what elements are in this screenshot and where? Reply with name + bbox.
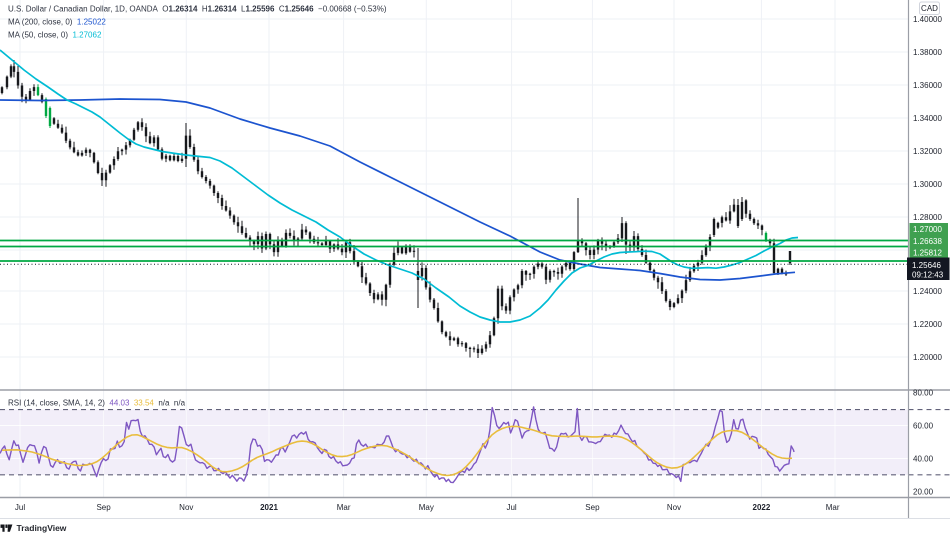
svg-text:60.00: 60.00 (913, 422, 934, 431)
svg-text:1.38000: 1.38000 (913, 48, 942, 57)
svg-text:CAD: CAD (921, 4, 938, 13)
svg-text:May: May (419, 503, 434, 512)
svg-text:1.22000: 1.22000 (913, 320, 942, 329)
svg-text:TradingView: TradingView (17, 523, 67, 533)
svg-text:1.27000: 1.27000 (913, 225, 942, 234)
svg-text:1.36000: 1.36000 (913, 81, 942, 90)
svg-text:1.26638: 1.26638 (913, 237, 942, 246)
svg-text:2022: 2022 (753, 503, 771, 512)
svg-text:Jul: Jul (506, 503, 516, 512)
svg-text:40.00: 40.00 (913, 455, 934, 464)
svg-text:MA (200, close, 0) 1.25022: MA (200, close, 0) 1.25022 (8, 18, 106, 27)
svg-text:1.24000: 1.24000 (913, 287, 942, 296)
svg-text:MA (50, close, 0) 1.27062: MA (50, close, 0) 1.27062 (8, 31, 102, 40)
svg-text:1.30000: 1.30000 (913, 180, 942, 189)
svg-text:1.34000: 1.34000 (913, 114, 942, 123)
svg-text:1.20000: 1.20000 (913, 353, 942, 362)
svg-text:1.28000: 1.28000 (913, 213, 942, 222)
svg-text:Nov: Nov (667, 503, 681, 512)
svg-text:Sep: Sep (585, 503, 600, 512)
svg-text:Mar: Mar (826, 503, 840, 512)
svg-text:2021: 2021 (260, 503, 278, 512)
svg-text:09:12:43: 09:12:43 (912, 271, 944, 280)
svg-text:1.25812: 1.25812 (913, 249, 942, 258)
svg-text:1.25646: 1.25646 (912, 261, 941, 270)
svg-text:Mar: Mar (337, 503, 351, 512)
svg-text:1.32000: 1.32000 (913, 147, 942, 156)
svg-text:U.S. Dollar / Canadian Dollar,: U.S. Dollar / Canadian Dollar, 1D, OANDA… (8, 5, 387, 14)
svg-text:20.00: 20.00 (913, 488, 934, 497)
svg-text:Nov: Nov (179, 503, 193, 512)
svg-text:RSI (14, close, SMA, 14, 2) 4: RSI (14, close, SMA, 14, 2) 44.03 33.54 … (8, 399, 186, 408)
svg-text:Sep: Sep (96, 503, 111, 512)
svg-text:1.40000: 1.40000 (913, 15, 942, 24)
svg-text:80.00: 80.00 (913, 389, 934, 398)
svg-text:Jul: Jul (15, 503, 25, 512)
